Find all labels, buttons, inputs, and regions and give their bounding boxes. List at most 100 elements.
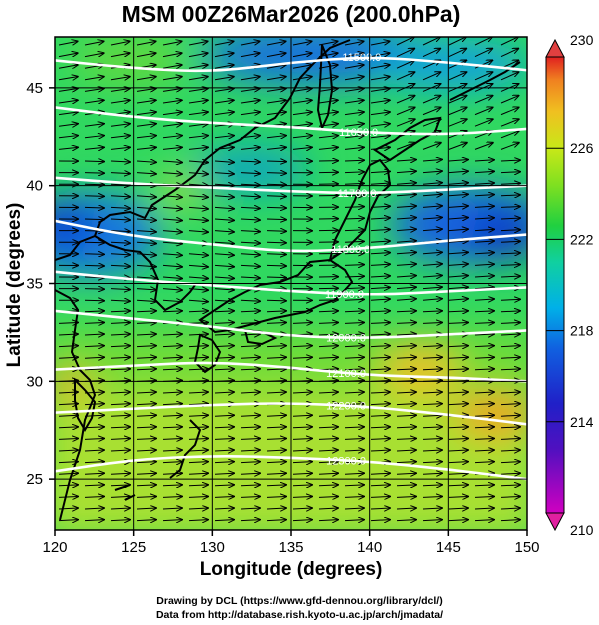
wind-vector xyxy=(318,462,338,463)
wind-vector xyxy=(214,415,234,416)
wind-vector xyxy=(474,218,494,219)
wind-vector xyxy=(318,357,338,358)
wind-vector xyxy=(84,392,104,393)
wind-vector xyxy=(136,112,156,115)
wind-vector xyxy=(214,496,234,497)
wind-vector xyxy=(448,96,467,104)
wind-vector xyxy=(370,183,390,184)
wind-vector xyxy=(396,171,416,172)
wind-vector xyxy=(214,357,234,358)
wind-vector xyxy=(162,450,182,451)
wind-vector xyxy=(292,112,312,115)
wind-vector xyxy=(396,473,416,474)
wind-vector xyxy=(110,184,130,185)
wind-vector xyxy=(84,41,104,46)
y-tick-label-25: 25 xyxy=(26,471,43,488)
wind-vector xyxy=(292,346,312,347)
wind-vector xyxy=(136,485,156,486)
wind-vector xyxy=(370,77,390,80)
wind-vector xyxy=(110,392,130,393)
wind-vector xyxy=(396,322,416,323)
wind-vector xyxy=(318,77,338,80)
wind-vector xyxy=(136,311,156,312)
wind-vector xyxy=(214,219,234,220)
wind-vector xyxy=(240,161,260,162)
wind-vector xyxy=(214,53,234,56)
wind-vector xyxy=(344,183,364,184)
wind-vector xyxy=(162,415,182,416)
wind-vector xyxy=(500,508,520,509)
wind-vector xyxy=(396,427,416,428)
wind-vector xyxy=(344,404,364,405)
wind-vector xyxy=(448,229,468,230)
wind-vector xyxy=(110,124,130,126)
wind-vector xyxy=(292,392,312,393)
wind-vector xyxy=(292,473,312,474)
wind-vector xyxy=(344,438,364,439)
wind-vector xyxy=(318,496,338,497)
wind-vector xyxy=(448,49,466,58)
contour-line-12200.0 xyxy=(55,402,527,426)
wind-vector xyxy=(422,508,442,509)
wind-vector xyxy=(214,161,234,162)
wind-vector xyxy=(110,369,130,370)
wind-vector xyxy=(214,231,234,232)
wind-vector xyxy=(396,462,416,463)
wind-vector xyxy=(422,194,442,196)
wind-vector xyxy=(162,277,182,278)
contour-label-11500.0: 11500.0 xyxy=(342,52,381,64)
wind-vector xyxy=(136,334,156,335)
wind-vector xyxy=(214,369,234,370)
wind-vector xyxy=(188,300,208,302)
wind-vector xyxy=(162,53,182,56)
wind-vector xyxy=(500,218,520,219)
grid-lines xyxy=(55,37,527,530)
wind-vector xyxy=(370,41,390,46)
wind-vector xyxy=(292,357,312,358)
wind-vector xyxy=(58,124,78,126)
wind-vector xyxy=(344,357,364,358)
y-axis-ticks: 25 30 35 40 45 xyxy=(26,80,55,488)
wind-vector xyxy=(188,485,208,486)
wind-vector xyxy=(240,219,260,220)
wind-vector xyxy=(292,427,312,428)
wind-vector xyxy=(266,41,286,46)
wind-vector xyxy=(84,520,104,521)
wind-vector xyxy=(370,473,390,474)
wind-vector xyxy=(188,196,208,198)
wind-vector xyxy=(188,41,208,46)
wind-vector xyxy=(266,346,286,347)
wind-vector xyxy=(84,438,104,439)
wind-vector xyxy=(110,520,130,521)
contour-label-12100.0: 12100.0 xyxy=(326,368,366,380)
wind-vector xyxy=(474,369,494,370)
wind-vector xyxy=(188,404,208,405)
wind-vector xyxy=(474,299,494,300)
wind-vector xyxy=(448,462,468,463)
wind-vector xyxy=(370,299,390,300)
wind-vector xyxy=(188,496,208,497)
wind-vector xyxy=(344,473,364,474)
wind-vector xyxy=(266,427,286,428)
wind-vector xyxy=(474,206,494,207)
wind-vector xyxy=(240,369,260,370)
wind-vector xyxy=(396,49,414,58)
wind-vector xyxy=(448,346,468,347)
wind-vector xyxy=(292,124,312,126)
colorbar-tick-label-210: 210 xyxy=(570,522,594,538)
wind-vector xyxy=(500,253,520,254)
wind-vector xyxy=(84,53,104,56)
wind-vector xyxy=(396,183,416,184)
wind-vector xyxy=(266,100,286,103)
wind-vector xyxy=(500,49,518,58)
wind-vector xyxy=(84,173,104,174)
wind-vector xyxy=(422,275,442,277)
wind-vector xyxy=(500,346,520,347)
wind-vector xyxy=(240,207,260,208)
wind-vector xyxy=(266,485,286,486)
wind-vector xyxy=(318,311,338,312)
wind-vector xyxy=(136,300,156,301)
wind-vector xyxy=(162,231,182,232)
wind-vector xyxy=(214,77,234,80)
wind-vector xyxy=(136,173,156,174)
